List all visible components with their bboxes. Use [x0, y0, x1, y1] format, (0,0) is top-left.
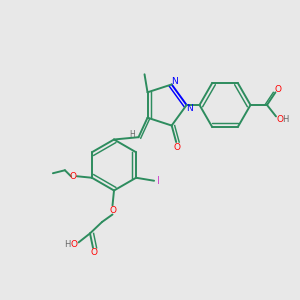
- Text: O: O: [275, 85, 282, 94]
- Text: O: O: [70, 240, 77, 249]
- Text: H: H: [130, 130, 135, 139]
- Text: O: O: [109, 206, 116, 215]
- Text: I: I: [157, 176, 160, 186]
- Text: N: N: [171, 77, 178, 86]
- Text: O: O: [70, 172, 77, 181]
- Text: O: O: [90, 248, 97, 257]
- Text: H: H: [64, 240, 71, 249]
- Text: O: O: [276, 116, 283, 124]
- Text: N: N: [186, 104, 193, 113]
- Text: O: O: [173, 143, 180, 152]
- Text: H: H: [282, 116, 289, 124]
